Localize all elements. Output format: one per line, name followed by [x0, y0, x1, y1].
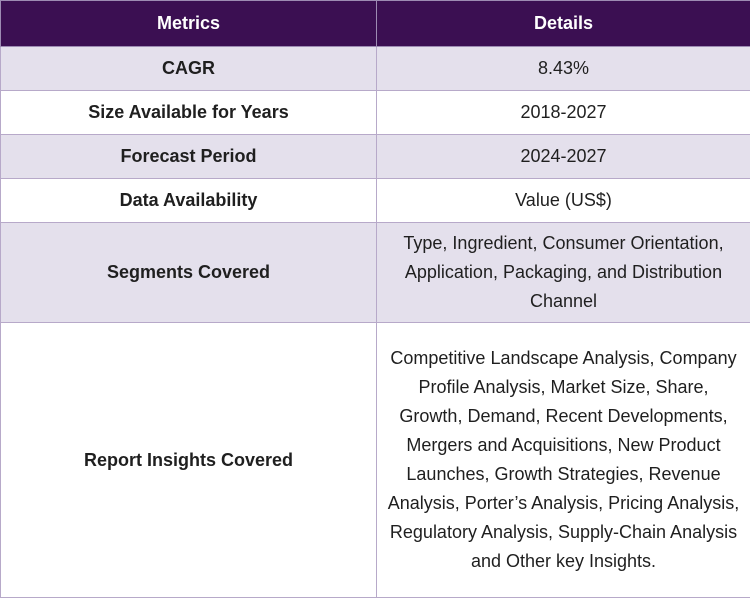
- detail-cell: 2018-2027: [377, 91, 750, 135]
- table-row: CAGR 8.43%: [1, 47, 750, 91]
- table-header-row: Metrics Details: [1, 1, 750, 47]
- metric-cell: CAGR: [1, 47, 377, 91]
- detail-cell: Type, Ingredient, Consumer Orientation, …: [377, 223, 750, 323]
- metric-cell: Forecast Period: [1, 135, 377, 179]
- metric-cell: Size Available for Years: [1, 91, 377, 135]
- detail-cell: 8.43%: [377, 47, 750, 91]
- header-metrics: Metrics: [1, 1, 377, 47]
- table-row: Forecast Period 2024-2027: [1, 135, 750, 179]
- detail-cell: Competitive Landscape Analysis, Company …: [377, 323, 750, 598]
- metric-cell: Data Availability: [1, 179, 377, 223]
- table-row: Data Availability Value (US$): [1, 179, 750, 223]
- detail-cell: 2024-2027: [377, 135, 750, 179]
- metric-cell: Report Insights Covered: [1, 323, 377, 598]
- detail-cell: Value (US$): [377, 179, 750, 223]
- table-row: Size Available for Years 2018-2027: [1, 91, 750, 135]
- table-row: Segments Covered Type, Ingredient, Consu…: [1, 223, 750, 323]
- metric-cell: Segments Covered: [1, 223, 377, 323]
- header-details: Details: [377, 1, 750, 47]
- table-row: Report Insights Covered Competitive Land…: [1, 323, 750, 598]
